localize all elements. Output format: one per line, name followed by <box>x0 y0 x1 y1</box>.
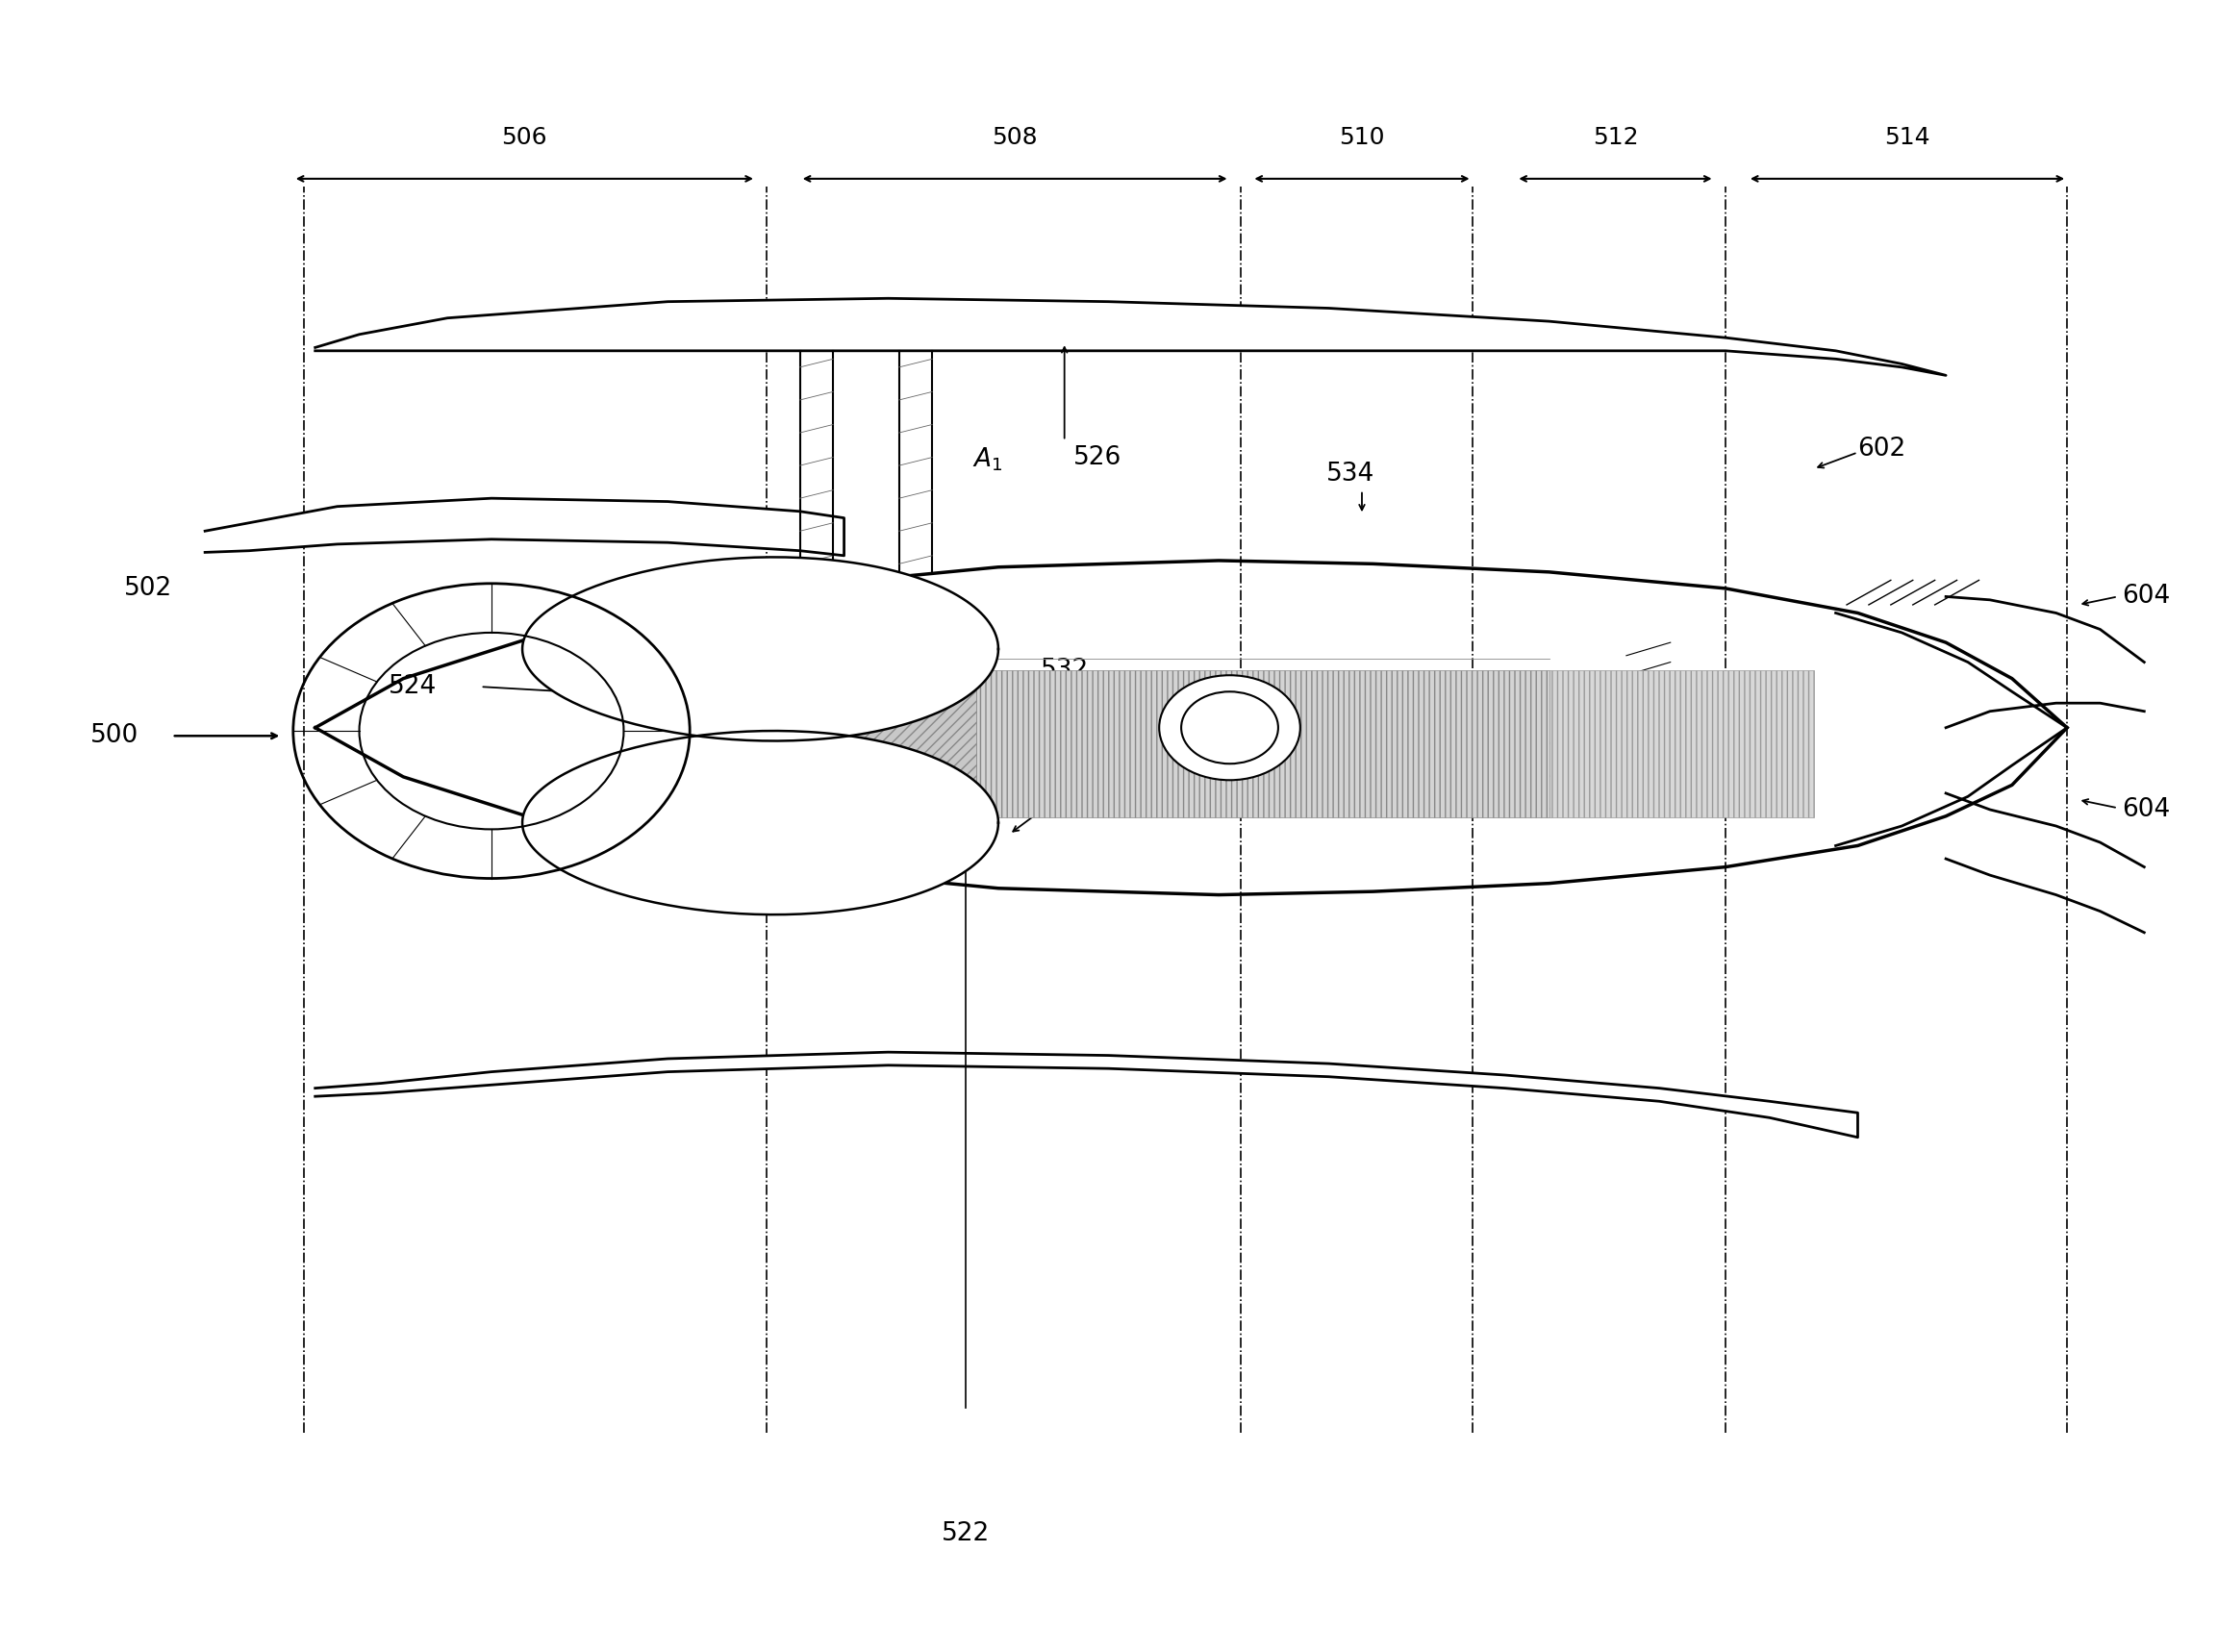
Polygon shape <box>523 557 998 740</box>
Text: 514: 514 <box>1884 126 1931 149</box>
Text: 510: 510 <box>1339 126 1386 149</box>
Text: 508: 508 <box>991 126 1038 149</box>
Text: 530: 530 <box>1131 753 1179 778</box>
Text: 528: 528 <box>1669 724 1716 748</box>
Text: 512: 512 <box>1592 126 1638 149</box>
Text: A$_1$: A$_1$ <box>971 446 1002 472</box>
Text: 506: 506 <box>501 126 548 149</box>
Text: 604: 604 <box>2122 585 2170 610</box>
Text: 602: 602 <box>1858 436 1907 461</box>
Bar <box>778 654 975 826</box>
Text: 502: 502 <box>124 577 173 601</box>
Text: 524: 524 <box>388 674 437 699</box>
Circle shape <box>1182 692 1279 763</box>
Text: 522: 522 <box>940 1521 989 1546</box>
Polygon shape <box>315 299 1947 375</box>
Polygon shape <box>204 499 845 555</box>
Circle shape <box>1159 676 1299 780</box>
Text: 532: 532 <box>1040 657 1089 682</box>
Bar <box>1550 671 1814 818</box>
Text: 534: 534 <box>1326 461 1375 486</box>
Bar <box>975 671 1550 818</box>
Polygon shape <box>315 1052 1858 1137</box>
Text: 604: 604 <box>2122 798 2170 823</box>
Text: 500: 500 <box>91 724 140 748</box>
Text: 526: 526 <box>1073 444 1122 469</box>
Polygon shape <box>523 730 998 915</box>
